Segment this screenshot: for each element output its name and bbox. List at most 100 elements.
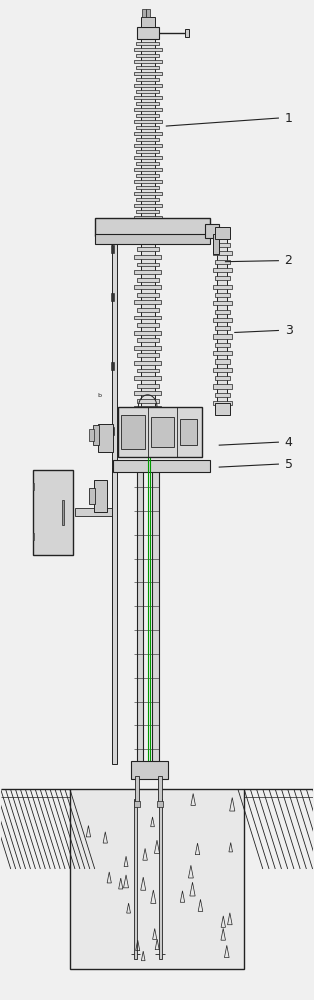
Bar [137,293,159,297]
Bar [137,338,159,342]
Text: 2: 2 [284,254,292,267]
Bar [134,346,161,350]
Bar [111,362,114,370]
Bar [136,90,159,93]
Bar [134,48,162,51]
Bar [152,467,159,764]
Bar [136,66,159,69]
Bar [134,216,162,219]
Bar [111,245,114,253]
Bar [136,102,159,105]
Bar [137,399,159,403]
Bar [136,150,159,153]
Bar [134,204,162,207]
Bar [159,799,162,959]
Bar [180,419,198,445]
Bar [215,403,230,415]
Text: 3: 3 [284,324,292,337]
Bar [118,407,202,457]
Bar [136,78,159,81]
Bar [213,351,232,355]
Bar [214,243,230,247]
Bar [33,533,34,540]
Bar [134,132,162,135]
Bar [213,334,232,339]
Bar [94,480,106,512]
Bar [137,467,143,764]
Bar [134,406,161,410]
Bar [134,331,161,335]
Bar [137,323,159,327]
Bar [214,260,230,264]
Bar [213,384,232,389]
Bar [137,278,159,282]
Bar [214,326,230,330]
Bar [134,300,161,304]
Bar [142,9,146,17]
Bar [213,285,232,289]
Bar [131,761,168,779]
Bar [134,316,161,319]
Bar [93,425,99,445]
Bar [185,29,189,37]
Bar [137,27,159,39]
Bar [70,789,244,969]
Bar [134,270,161,274]
Bar [112,467,117,764]
Bar [113,460,210,472]
Text: 5: 5 [284,458,293,471]
Bar [134,180,162,183]
Bar [134,361,161,365]
Bar [141,244,155,410]
Bar [213,401,232,405]
Text: 4: 4 [284,436,292,449]
Bar [137,247,159,251]
Bar [213,268,232,272]
Bar [33,470,73,555]
Bar [137,369,159,372]
Bar [136,162,159,165]
Bar [74,508,113,516]
Bar [137,353,159,357]
Bar [214,276,230,280]
Bar [134,192,162,195]
Bar [33,483,34,490]
Bar [205,224,219,238]
Bar [134,255,161,259]
Bar [134,108,162,111]
Bar [134,144,162,147]
Bar [134,391,161,395]
Text: 1: 1 [284,112,292,125]
Bar [137,263,159,266]
Bar [98,424,113,452]
Bar [215,227,230,239]
Bar [214,293,230,297]
Bar [217,239,227,405]
Bar [136,186,159,189]
Bar [134,72,162,75]
Bar [134,84,162,87]
Bar [95,218,210,236]
Bar [157,801,163,807]
Bar [121,415,144,449]
Bar [134,801,139,807]
Bar [136,54,159,57]
Bar [89,429,94,441]
Bar [214,376,230,380]
Bar [137,384,159,388]
Bar [214,359,230,364]
Bar [134,60,162,63]
Bar [136,138,159,141]
Bar [136,42,159,45]
Bar [62,500,64,525]
Bar [134,376,161,380]
Bar [213,368,232,372]
Bar [134,168,162,171]
Bar [213,318,232,322]
Text: b: b [97,393,101,398]
Bar [151,417,174,447]
Bar [213,234,219,254]
Bar [136,174,159,177]
Bar [146,9,150,17]
Bar [134,96,162,99]
